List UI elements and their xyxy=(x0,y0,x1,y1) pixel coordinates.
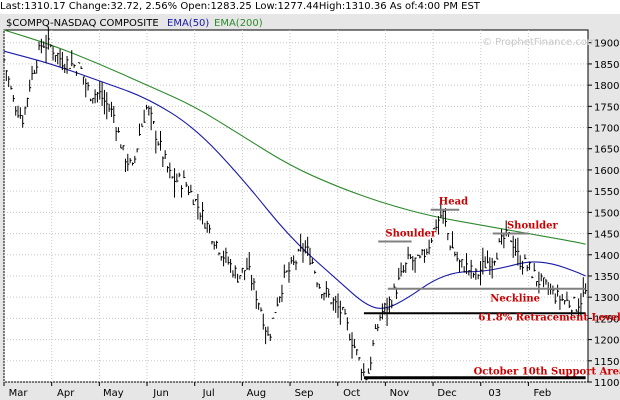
y-tick-label: 1150 xyxy=(594,357,619,368)
x-tick-label: 03 xyxy=(488,388,501,399)
x-tick-label: Mar xyxy=(9,388,29,399)
watermark: © ProphetFinance.com xyxy=(482,37,597,48)
price-bars xyxy=(3,26,588,381)
x-tick-label: Apr xyxy=(57,388,75,399)
x-tick-label: Jul xyxy=(202,388,215,399)
y-tick-label: 1700 xyxy=(594,124,619,135)
y-tick-label: 1100 xyxy=(594,378,619,389)
annotation-label: 61.8% Retracement Level xyxy=(478,313,620,324)
series-line-ema200 xyxy=(3,29,586,245)
legend-ema200: EMA(200) xyxy=(214,18,263,29)
legend-symbol: $COMPQ-NASDAQ COMPOSITE xyxy=(6,18,159,29)
y-tick-label: 1450 xyxy=(594,230,619,241)
ema-lines xyxy=(3,29,586,309)
y-tick-label: 1250 xyxy=(594,314,619,325)
x-tick-label: Sep xyxy=(295,388,314,399)
low-label: Low: xyxy=(254,1,278,12)
y-tick-label: 1300 xyxy=(594,293,619,304)
x-tick-label: May xyxy=(103,388,124,399)
low-value: 1277.44 xyxy=(277,1,319,12)
x-tick-label: Nov xyxy=(390,388,410,399)
y-tick-label: 1350 xyxy=(594,272,619,283)
quote-header: Last:1310.17 Change:32.72, 2.56% Open:12… xyxy=(0,0,620,14)
y-axis: 1100 1150 1200 1250 1300 1350 1400 1450 1500 1550… xyxy=(588,39,619,389)
y-tick-label: 1500 xyxy=(594,208,619,219)
high-value: 1310.36 xyxy=(345,1,387,12)
high-label: High: xyxy=(318,1,346,12)
x-axis: Mar Apr May Jun Jul Aug Sep Oct Nov Dec 03 Feb xyxy=(3,382,552,399)
annotations: Head Shoulder Shoulder Neckline 61.8% Retrac… xyxy=(378,197,620,377)
annotation-label: Neckline xyxy=(490,293,540,304)
change-label: Change: xyxy=(68,1,111,12)
x-tick-label: Feb xyxy=(534,388,552,399)
last-label: Last: xyxy=(0,1,25,12)
level-lines xyxy=(363,287,586,380)
asof-value: 4:00 PM EST xyxy=(417,1,480,12)
annotation-label: Shoulder xyxy=(507,220,559,231)
x-tick-label: Jun xyxy=(152,388,169,399)
y-tick-label: 1800 xyxy=(594,81,619,92)
plot-area xyxy=(3,29,589,383)
y-tick-label: 1400 xyxy=(594,251,619,262)
x-tick-label: Aug xyxy=(247,388,267,399)
y-tick-label: 1600 xyxy=(594,166,619,177)
y-tick-label: 1650 xyxy=(594,145,619,156)
y-tick-label: 1900 xyxy=(594,39,619,50)
y-tick-label: 1750 xyxy=(594,102,619,113)
open-label: Open: xyxy=(180,1,211,12)
open-value: 1283.25 xyxy=(210,1,252,12)
series-line-ema50 xyxy=(3,50,586,309)
change-value: 32.72, 2.56% xyxy=(110,1,178,12)
x-tick-label: Oct xyxy=(343,388,360,399)
grid xyxy=(3,30,588,383)
y-tick-label: 1200 xyxy=(594,336,619,347)
annotation-label: Shoulder xyxy=(385,229,437,240)
asof-label: As of: xyxy=(389,1,418,12)
legend-ema50: EMA(50) xyxy=(167,18,209,29)
x-tick-label: Dec xyxy=(437,388,456,399)
annotation-label: Head xyxy=(439,197,468,208)
annotation-label: October 10th Support Area xyxy=(474,366,620,377)
y-tick-label: 1850 xyxy=(594,60,619,71)
last-value: 1310.17 xyxy=(24,1,66,12)
y-tick-label: 1550 xyxy=(594,187,619,198)
